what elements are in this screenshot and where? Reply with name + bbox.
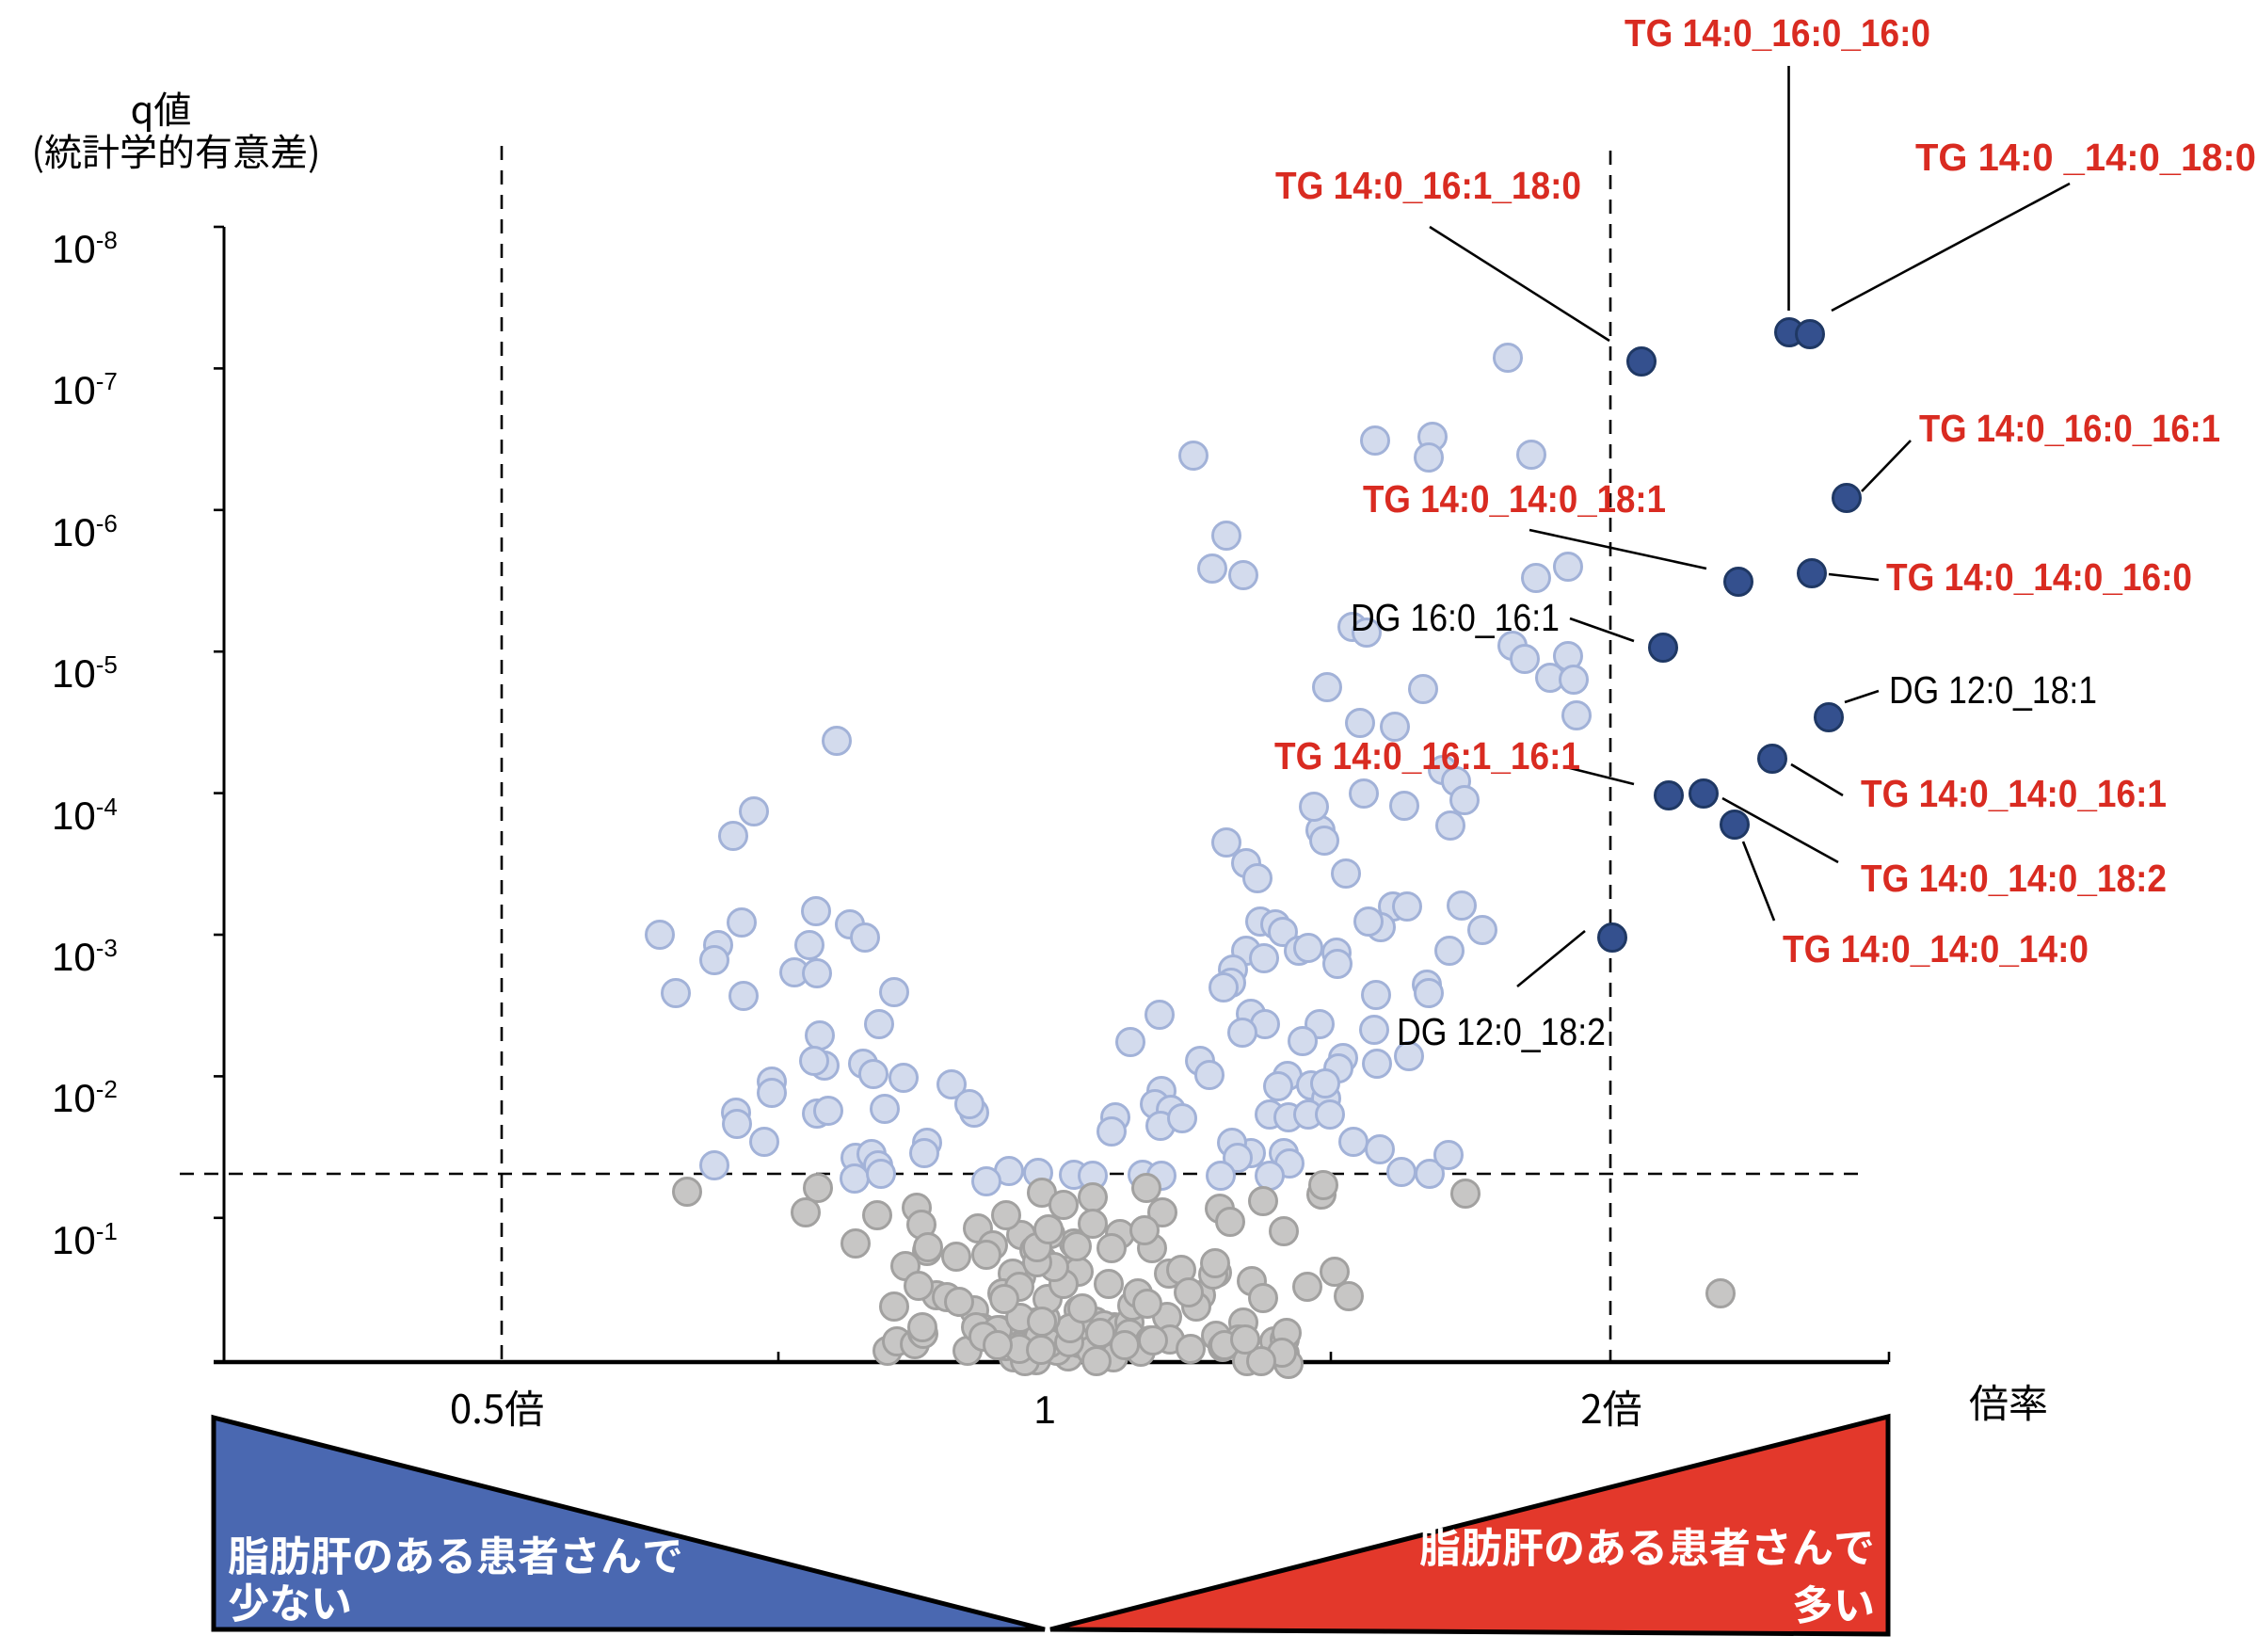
svg-text:DG 12:0_18:1: DG 12:0_18:1 [1889,668,2097,712]
svg-text:TG 14:0_14:0_18:1: TG 14:0_14:0_18:1 [1363,477,1666,521]
svg-text:TG 14:0_14:0_14:0: TG 14:0_14:0_14:0 [1783,927,2089,970]
svg-text:TG 14:0_16:0_16:1: TG 14:0_16:0_16:1 [1919,407,2220,450]
svg-text:TG 14:0_16:0_16:0: TG 14:0_16:0_16:0 [1625,11,1930,55]
svg-text:TG 14:0_14:0_18:2: TG 14:0_14:0_18:2 [1861,857,2167,900]
svg-text:1: 1 [1033,1387,1055,1432]
svg-text:DG 12:0_18:2: DG 12:0_18:2 [1397,1010,1606,1053]
svg-text:TG 14:0 _14:0_18:0: TG 14:0 _14:0_18:0 [1915,136,2256,179]
svg-text:10-1: 10-1 [52,1217,118,1262]
svg-text:DG 16:0_16:1: DG 16:0_16:1 [1351,596,1560,639]
svg-text:TG 14:0_16:1_16:1: TG 14:0_16:1_16:1 [1274,734,1580,778]
svg-text:TG 14:0_16:1_18:0: TG 14:0_16:1_18:0 [1275,164,1581,207]
svg-text:TG 14:0_14:0_16:0: TG 14:0_14:0_16:0 [1886,555,2192,599]
svg-text:10-6: 10-6 [52,509,118,554]
svg-text:TG 14:0_14:0_16:1: TG 14:0_14:0_16:1 [1861,772,2167,815]
svg-text:10-2: 10-2 [52,1075,118,1120]
